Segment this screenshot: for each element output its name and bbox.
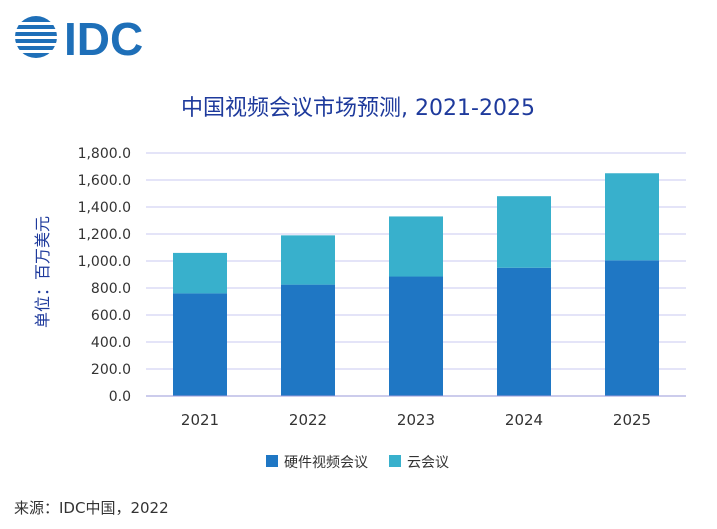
y-tick-label: 600.0 bbox=[91, 308, 131, 324]
y-tick-label: 200.0 bbox=[91, 362, 131, 378]
bars bbox=[173, 173, 659, 396]
bar-segment-hardware bbox=[173, 293, 227, 396]
source-note: 来源：IDC中国，2022 bbox=[14, 499, 169, 517]
bar-segment-cloud bbox=[173, 252, 227, 294]
bar-segment-hardware bbox=[605, 260, 659, 396]
bar-segment-cloud bbox=[281, 235, 335, 285]
logo-wordmark: IDC bbox=[64, 13, 143, 62]
x-tick-label: 2025 bbox=[613, 411, 651, 429]
legend-label: 硬件视频会议 bbox=[284, 455, 368, 471]
legend: 硬件视频会议 云会议 bbox=[266, 455, 449, 471]
x-tick-label: 2021 bbox=[181, 411, 219, 429]
bar-segment-cloud bbox=[605, 173, 659, 261]
idc-logo: IDC bbox=[14, 13, 143, 62]
y-tick-label: 0.0 bbox=[109, 389, 131, 405]
y-tick-label: 1,400.0 bbox=[78, 200, 131, 216]
bar-segment-cloud bbox=[389, 216, 443, 277]
legend-label: 云会议 bbox=[407, 455, 449, 471]
bar-segment-hardware bbox=[497, 267, 551, 396]
y-tick-label: 1,600.0 bbox=[78, 173, 131, 189]
legend-swatch bbox=[266, 455, 278, 467]
bar-segment-hardware bbox=[281, 284, 335, 396]
y-tick-label: 800.0 bbox=[91, 281, 131, 297]
y-tick-label: 1,200.0 bbox=[78, 227, 131, 243]
bar-segment-cloud bbox=[497, 196, 551, 268]
x-tick-label: 2023 bbox=[397, 411, 435, 429]
x-tick-label: 2024 bbox=[505, 411, 543, 429]
globe-icon bbox=[14, 16, 58, 58]
y-tick-label: 400.0 bbox=[91, 335, 131, 351]
chart-title: 中国视频会议市场预测, 2021-2025 bbox=[181, 96, 535, 121]
y-tick-label: 1,800.0 bbox=[78, 146, 131, 162]
y-axis-title: 单位：百万美元 bbox=[33, 216, 52, 328]
x-tick-label: 2022 bbox=[289, 411, 327, 429]
bar-segment-hardware bbox=[389, 276, 443, 396]
axes: 0.0 200.0 400.0 600.0 800.0 1,000.0 1,200.0 1,4… bbox=[78, 146, 686, 429]
legend-swatch bbox=[389, 455, 401, 467]
y-tick-label: 1,000.0 bbox=[78, 254, 131, 270]
